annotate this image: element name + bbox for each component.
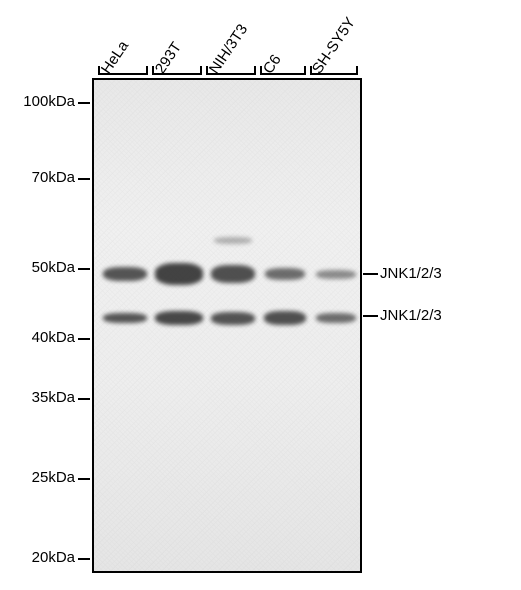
lane-bracket (310, 66, 358, 75)
molecular-marker-tick (78, 102, 90, 104)
protein-band (103, 267, 147, 281)
protein-band (211, 312, 255, 325)
molecular-marker-label: 50kDa (0, 259, 75, 276)
protein-band-faint (214, 237, 252, 244)
protein-band (155, 311, 203, 325)
protein-band-tick (363, 315, 378, 317)
molecular-marker-label: 100kDa (0, 93, 75, 110)
lane-bracket (206, 66, 256, 75)
protein-band (103, 313, 147, 323)
protein-band-tick (363, 273, 378, 275)
lane-bracket (98, 66, 148, 75)
molecular-marker-label: 20kDa (0, 549, 75, 566)
molecular-marker-tick (78, 478, 90, 480)
blot-membrane (92, 78, 362, 573)
protein-band (316, 270, 356, 279)
molecular-marker-label: 70kDa (0, 169, 75, 186)
molecular-marker-tick (78, 398, 90, 400)
lane-bracket (260, 66, 306, 75)
molecular-marker-label: 40kDa (0, 329, 75, 346)
protein-band (265, 268, 305, 280)
protein-band (264, 311, 306, 325)
lane-bracket (152, 66, 202, 75)
molecular-marker-tick (78, 178, 90, 180)
protein-label: JNK1/2/3 (380, 307, 442, 324)
protein-band (316, 313, 356, 323)
protein-band (211, 265, 255, 283)
blot-noise (94, 80, 360, 571)
molecular-marker-label: 35kDa (0, 389, 75, 406)
molecular-marker-tick (78, 268, 90, 270)
molecular-marker-label: 25kDa (0, 469, 75, 486)
protein-label: JNK1/2/3 (380, 265, 442, 282)
molecular-marker-tick (78, 558, 90, 560)
protein-band (155, 263, 203, 285)
molecular-marker-tick (78, 338, 90, 340)
